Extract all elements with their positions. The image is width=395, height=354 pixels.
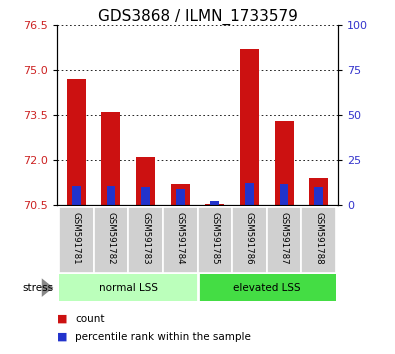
- Bar: [136, 157, 155, 205]
- Text: ■: ■: [57, 314, 68, 324]
- Bar: [59, 274, 197, 301]
- Bar: [171, 184, 190, 205]
- Bar: [94, 207, 128, 273]
- Text: GSM591788: GSM591788: [314, 212, 323, 265]
- Bar: [198, 207, 232, 273]
- Bar: [309, 178, 328, 205]
- Bar: [240, 49, 259, 205]
- Bar: [163, 207, 198, 273]
- Text: elevated LSS: elevated LSS: [233, 282, 301, 293]
- Bar: [176, 189, 184, 205]
- Bar: [59, 207, 94, 273]
- Text: GSM591783: GSM591783: [141, 212, 150, 265]
- Bar: [72, 186, 81, 205]
- Text: GSM591787: GSM591787: [280, 212, 289, 265]
- Text: GDS3868 / ILMN_1733579: GDS3868 / ILMN_1733579: [98, 9, 297, 25]
- Text: GSM591786: GSM591786: [245, 212, 254, 265]
- Bar: [275, 121, 293, 205]
- Bar: [245, 183, 254, 205]
- Text: count: count: [75, 314, 105, 324]
- Text: GSM591784: GSM591784: [176, 212, 185, 265]
- Bar: [102, 112, 120, 205]
- Bar: [232, 207, 267, 273]
- Bar: [267, 207, 301, 273]
- Bar: [280, 184, 288, 205]
- Bar: [107, 186, 115, 205]
- Bar: [205, 204, 224, 205]
- Bar: [128, 207, 163, 273]
- Bar: [141, 187, 150, 205]
- Bar: [198, 274, 336, 301]
- Text: normal LSS: normal LSS: [99, 282, 158, 293]
- Polygon shape: [42, 278, 53, 297]
- Text: stress: stress: [22, 282, 53, 293]
- Text: percentile rank within the sample: percentile rank within the sample: [75, 332, 251, 342]
- Bar: [211, 201, 219, 205]
- Text: ■: ■: [57, 332, 68, 342]
- Text: GSM591782: GSM591782: [106, 212, 115, 265]
- Bar: [314, 187, 323, 205]
- Text: GSM591785: GSM591785: [210, 212, 219, 265]
- Bar: [67, 79, 86, 205]
- Text: GSM591781: GSM591781: [72, 212, 81, 265]
- Bar: [301, 207, 336, 273]
